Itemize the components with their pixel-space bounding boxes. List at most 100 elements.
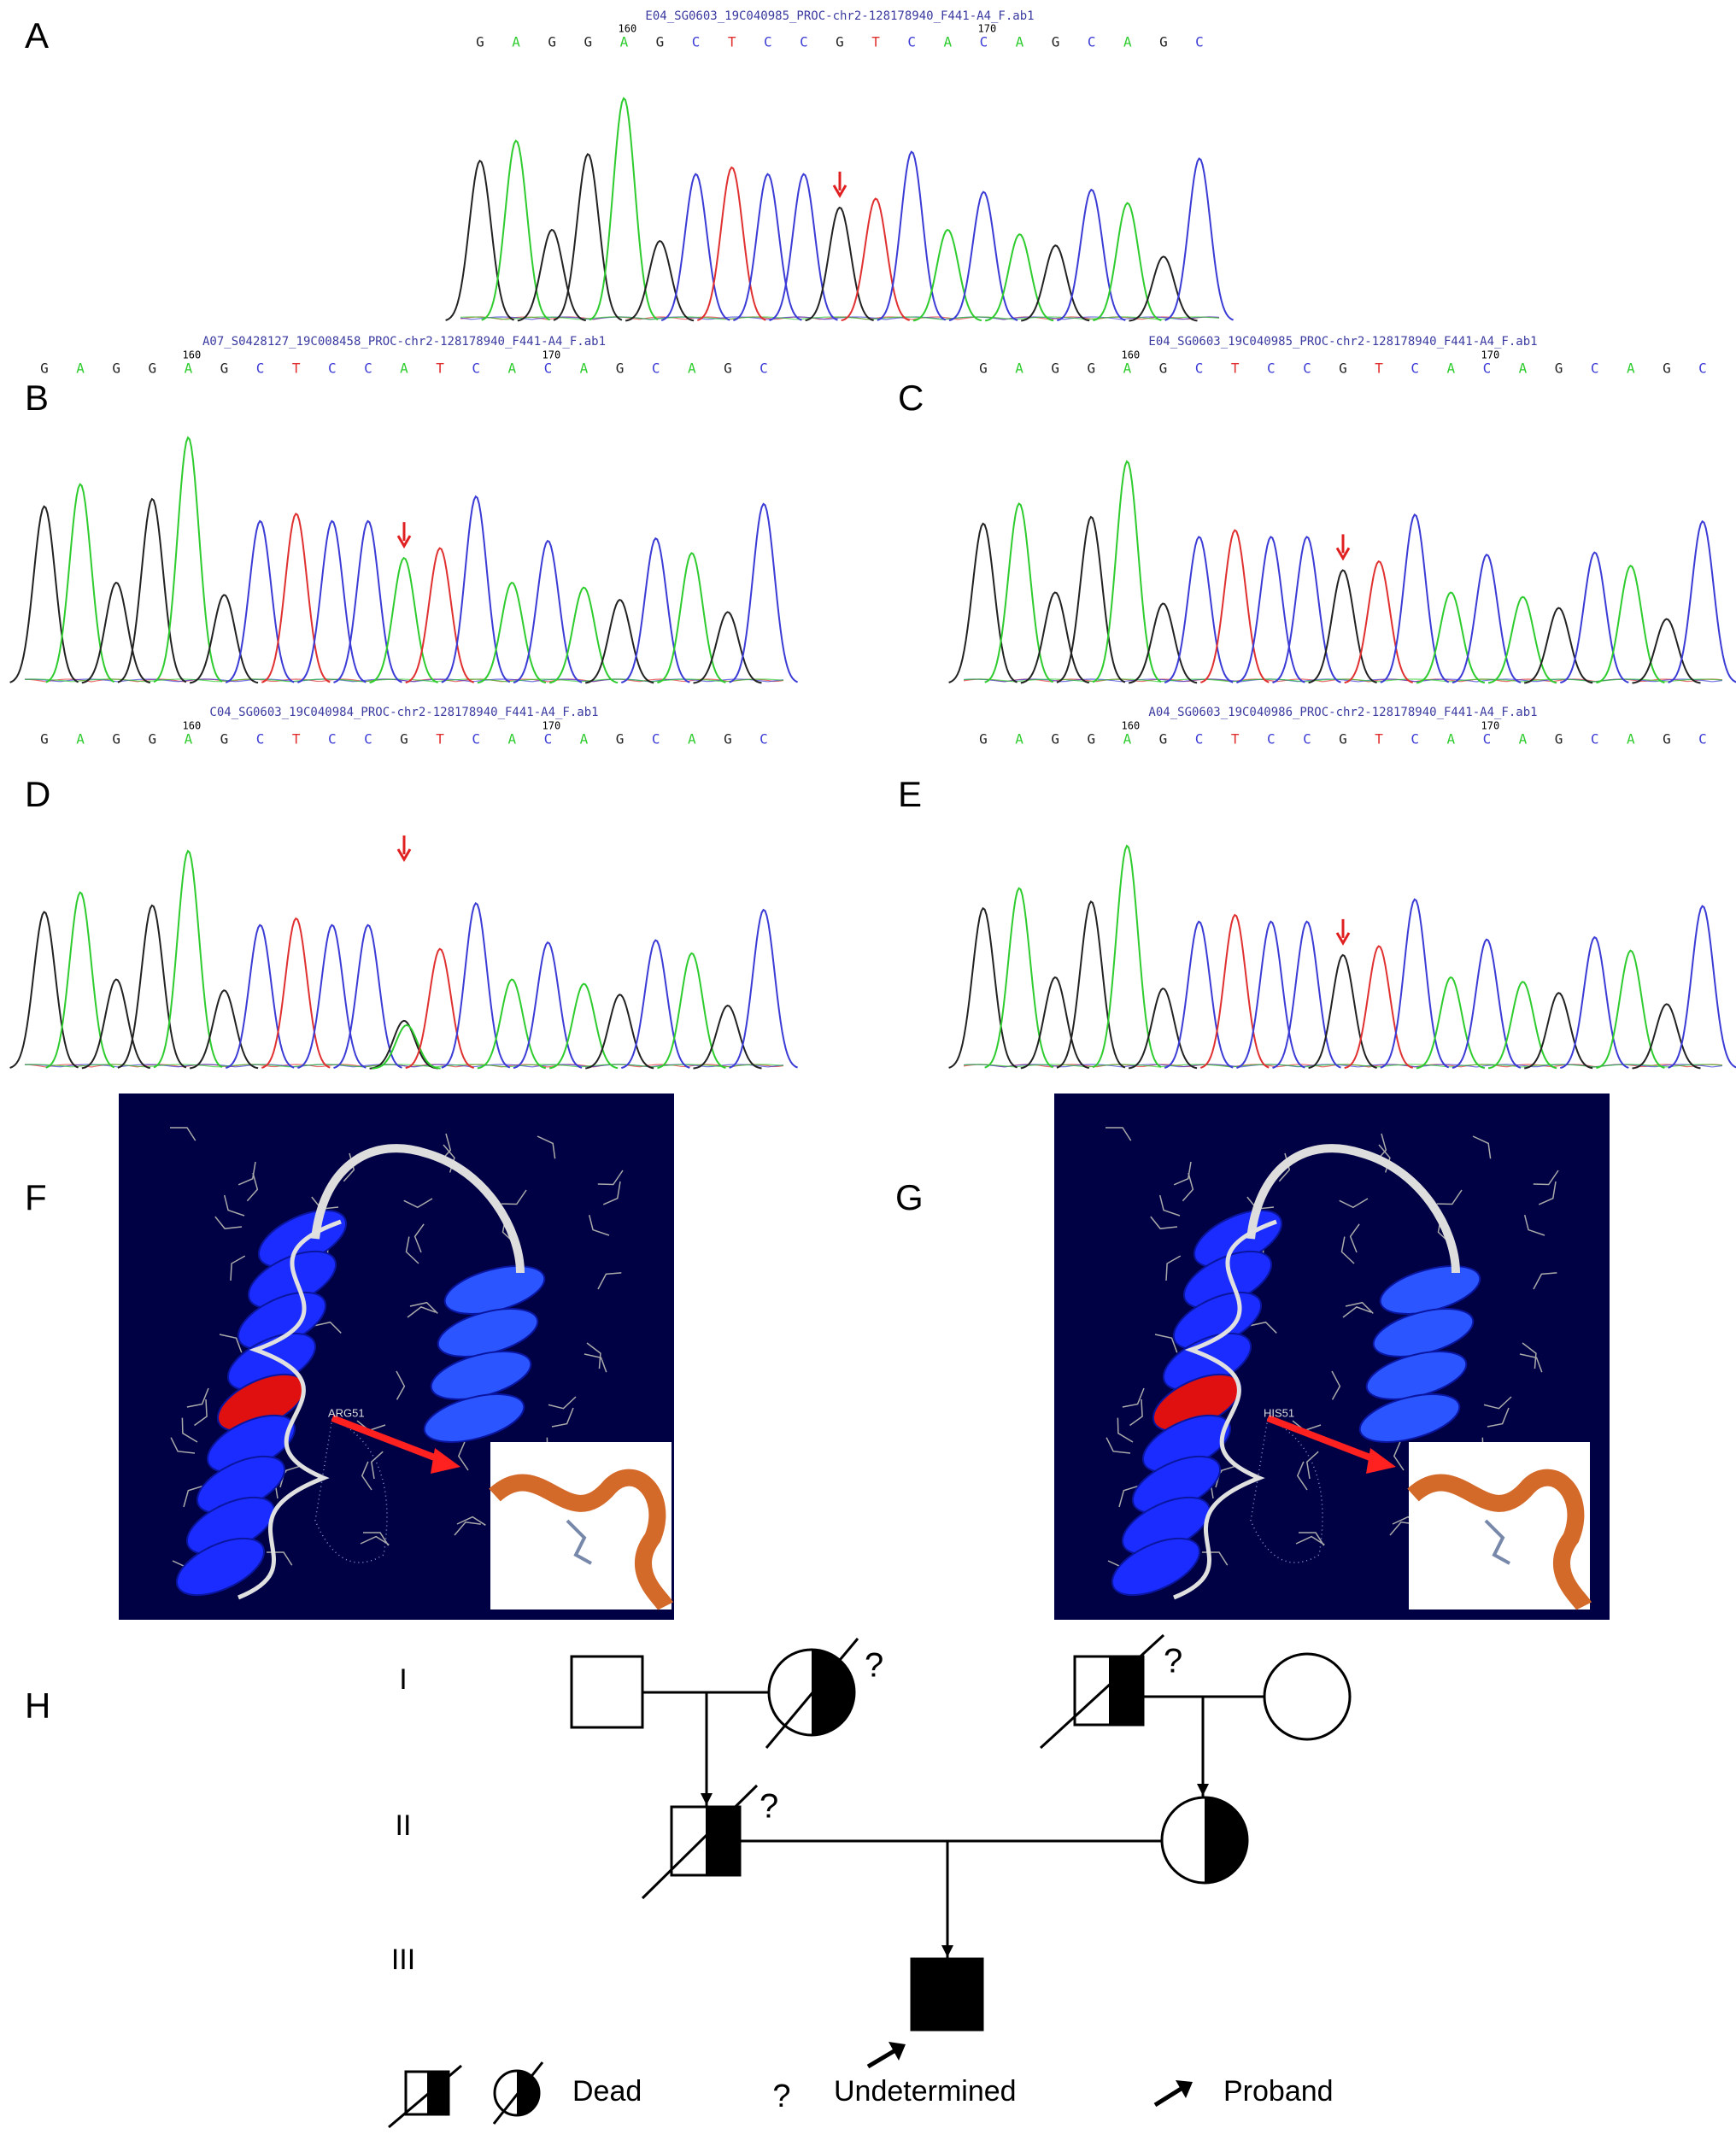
chromatogram-peak: [548, 982, 619, 1070]
chromatogram-peak: [1056, 515, 1126, 683]
baseline-trace: [24, 678, 784, 683]
panel-label: B: [25, 378, 49, 418]
base-call: A: [1123, 731, 1132, 748]
mutation-arrow-head: [832, 185, 847, 198]
chromatogram-peak: [153, 849, 223, 1069]
trace-file-name: E04_SG0603_19C040985_PROC-chr2-128178940…: [1148, 335, 1537, 349]
side-chain: [181, 1417, 198, 1443]
chromatogram-peak: [625, 239, 695, 322]
chromatogram-peak: [477, 581, 547, 684]
base-call: A: [1015, 361, 1023, 377]
chromatogram-peak: [1416, 591, 1486, 684]
base-call: C: [328, 361, 337, 377]
base-call: C: [1195, 731, 1204, 748]
base-call: G: [112, 361, 120, 377]
base-call: C: [980, 34, 988, 50]
chromatogram-peak: [585, 994, 654, 1070]
side-chain: [588, 1214, 610, 1236]
baseline-trace: [24, 1064, 784, 1068]
residue-label: HIS51: [1264, 1406, 1294, 1419]
female: [1263, 1652, 1352, 1741]
carrier-half: [706, 1807, 740, 1875]
base-call: A: [1627, 731, 1635, 748]
generation-label: III: [391, 1944, 415, 1976]
base-call: G: [1087, 361, 1095, 377]
chromatogram-peak: [45, 483, 115, 683]
side-chain: [584, 1353, 607, 1373]
base-call: C: [764, 34, 772, 50]
base-call: A: [76, 361, 85, 377]
base-call: C: [652, 361, 660, 377]
base-call: A: [580, 361, 589, 377]
base-call: G: [979, 361, 988, 377]
base-call: C: [1303, 731, 1311, 748]
chromatogram-peak: [948, 191, 1018, 322]
chromatogram-peak: [805, 206, 874, 322]
base-call: A: [1519, 731, 1528, 748]
base-call: G: [476, 34, 484, 50]
chromatogram-peak: [261, 917, 331, 1069]
side-chain: [1129, 1398, 1143, 1427]
side-chain: [246, 1172, 259, 1202]
chromatogram-peak: [261, 512, 331, 683]
chromatogram-peak: [948, 906, 1018, 1069]
chromatogram-peak: [1487, 595, 1557, 684]
base-call: T: [1231, 361, 1240, 377]
chromatogram-peak: [1272, 920, 1341, 1069]
base-call: G: [656, 34, 665, 50]
base-call: C: [1698, 731, 1707, 748]
chromatogram-peak: [1236, 920, 1305, 1069]
carrier-half: [812, 1650, 854, 1735]
base-call: A: [185, 731, 193, 748]
deceased-slash: [492, 2061, 544, 2125]
carrier-half: [1109, 1656, 1143, 1725]
base-call: A: [1519, 361, 1528, 377]
mutation-arrow-head: [1335, 932, 1351, 946]
base-call: C: [472, 731, 480, 748]
chromatogram-peak: [189, 989, 259, 1070]
chromatogram-peak: [1380, 898, 1450, 1069]
side-chain: [219, 1334, 243, 1353]
base-call: A: [76, 731, 85, 748]
side-chain: [183, 1485, 203, 1508]
base-call: T: [871, 34, 880, 50]
base-call: T: [1231, 731, 1240, 748]
chromatogram-peak: [441, 901, 511, 1069]
chromatogram-peak: [1632, 1003, 1701, 1070]
side-chain: [413, 1223, 425, 1253]
chromatogram-peak: [620, 536, 690, 683]
side-chain: [602, 1181, 621, 1205]
mutation-arrow-head: [396, 535, 412, 549]
base-call: C: [1483, 361, 1492, 377]
chromatogram-peak: [984, 502, 1054, 683]
base-call: C: [256, 361, 265, 377]
chromatogram-peak: [225, 519, 295, 683]
side-chain: [1345, 1301, 1374, 1314]
panel-label: E: [898, 774, 922, 814]
chromatogram-peak: [984, 233, 1054, 322]
side-chain: [1117, 1417, 1134, 1443]
side-chain: [501, 1189, 527, 1205]
base-call: G: [40, 361, 49, 377]
side-chain: [223, 1194, 245, 1217]
panel-label: D: [25, 774, 50, 814]
base-call: A: [1123, 34, 1132, 50]
base-call: G: [1555, 731, 1563, 748]
base-call: A: [1446, 361, 1455, 377]
side-chain: [597, 1170, 624, 1186]
descent-arrow-head: [701, 1793, 713, 1805]
base-call: C: [692, 34, 701, 50]
position-tick: 160: [183, 349, 202, 361]
side-chain: [170, 1127, 196, 1141]
chromatogram-peak: [729, 908, 798, 1069]
panel-label: F: [25, 1177, 47, 1217]
side-chain: [405, 1236, 419, 1264]
chromatogram-peak: [693, 611, 762, 684]
chromatogram-peak: [1380, 513, 1450, 683]
side-chain: [1519, 1353, 1543, 1373]
chromatogram-peak: [660, 173, 730, 321]
chromatogram-peak: [1020, 976, 1090, 1070]
position-tick: 160: [1122, 349, 1141, 361]
descent-arrow-head: [1197, 1784, 1209, 1796]
base-call: G: [112, 731, 120, 748]
